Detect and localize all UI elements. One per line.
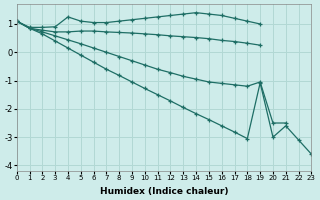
X-axis label: Humidex (Indice chaleur): Humidex (Indice chaleur): [100, 187, 228, 196]
